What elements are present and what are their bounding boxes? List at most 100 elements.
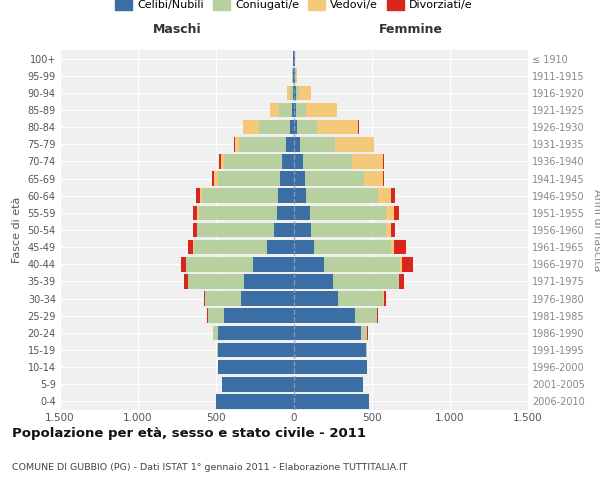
Bar xyxy=(241,292,294,306)
Bar xyxy=(197,222,274,238)
Bar xyxy=(218,360,294,374)
Bar xyxy=(294,326,361,340)
Bar xyxy=(274,222,294,238)
Bar xyxy=(218,172,280,186)
Bar xyxy=(286,137,294,152)
Bar xyxy=(184,274,188,288)
Bar xyxy=(383,172,385,186)
Bar xyxy=(314,240,391,254)
Bar xyxy=(239,137,286,152)
Bar xyxy=(193,240,194,254)
Bar xyxy=(293,86,294,100)
Bar xyxy=(224,308,294,323)
Bar xyxy=(181,257,186,272)
Bar xyxy=(202,188,278,203)
Bar xyxy=(386,222,391,238)
Bar xyxy=(294,154,304,168)
Bar xyxy=(317,120,358,134)
Bar xyxy=(277,206,294,220)
Bar xyxy=(222,377,294,392)
Bar xyxy=(292,102,294,118)
Bar xyxy=(294,292,338,306)
Bar xyxy=(294,360,367,374)
Bar xyxy=(187,257,253,272)
Bar xyxy=(323,257,400,272)
Bar xyxy=(377,308,378,323)
Bar xyxy=(242,120,244,134)
Bar xyxy=(205,292,241,306)
Bar xyxy=(244,274,294,288)
Bar xyxy=(253,257,294,272)
Bar xyxy=(297,120,317,134)
Bar xyxy=(311,222,386,238)
Bar xyxy=(294,86,296,100)
Bar xyxy=(366,342,367,357)
Bar xyxy=(383,154,385,168)
Bar xyxy=(293,52,294,66)
Y-axis label: Anni di nascita: Anni di nascita xyxy=(592,188,600,271)
Bar xyxy=(294,342,366,357)
Bar xyxy=(364,172,383,186)
Bar xyxy=(234,137,235,152)
Text: Femmine: Femmine xyxy=(379,24,443,36)
Legend: Celibi/Nubili, Coniugati/e, Vedovi/e, Divorziati/e: Celibi/Nubili, Coniugati/e, Vedovi/e, Di… xyxy=(111,0,477,14)
Bar xyxy=(235,137,239,152)
Bar xyxy=(193,206,197,220)
Bar xyxy=(292,68,293,83)
Bar xyxy=(394,240,406,254)
Bar xyxy=(299,86,311,100)
Bar xyxy=(188,240,193,254)
Bar xyxy=(294,257,323,272)
Bar xyxy=(281,154,294,168)
Bar xyxy=(304,154,352,168)
Bar xyxy=(294,394,369,408)
Bar xyxy=(217,342,218,357)
Bar xyxy=(401,257,413,272)
Bar xyxy=(216,394,294,408)
Bar xyxy=(212,172,214,186)
Bar xyxy=(306,102,337,118)
Bar xyxy=(391,222,395,238)
Bar xyxy=(361,326,367,340)
Bar xyxy=(294,222,311,238)
Bar xyxy=(391,188,395,203)
Bar xyxy=(203,292,205,306)
Bar xyxy=(208,308,224,323)
Bar xyxy=(394,206,398,220)
Bar xyxy=(193,222,197,238)
Bar xyxy=(196,188,200,203)
Bar xyxy=(296,68,297,83)
Bar xyxy=(294,188,307,203)
Bar xyxy=(386,206,394,220)
Bar xyxy=(294,377,362,392)
Bar xyxy=(218,326,294,340)
Bar xyxy=(244,120,259,134)
Bar xyxy=(197,206,199,220)
Text: COMUNE DI GUBBIO (PG) - Dati ISTAT 1° gennaio 2011 - Elaborazione TUTTITALIA.IT: COMUNE DI GUBBIO (PG) - Dati ISTAT 1° ge… xyxy=(12,462,407,471)
Bar xyxy=(355,308,377,323)
Bar xyxy=(194,240,268,254)
Bar xyxy=(224,154,281,168)
Bar xyxy=(294,240,314,254)
Bar xyxy=(294,120,297,134)
Bar xyxy=(188,274,244,288)
Bar xyxy=(221,154,224,168)
Bar xyxy=(358,120,359,134)
Bar xyxy=(280,172,294,186)
Bar xyxy=(400,257,401,272)
Bar xyxy=(294,172,305,186)
Bar xyxy=(268,240,294,254)
Bar xyxy=(214,172,218,186)
Bar xyxy=(391,240,394,254)
Bar xyxy=(294,308,355,323)
Bar xyxy=(290,86,293,100)
Bar xyxy=(335,137,374,152)
Bar xyxy=(398,274,400,288)
Bar xyxy=(296,102,306,118)
Bar xyxy=(300,137,335,152)
Bar xyxy=(290,120,294,134)
Bar xyxy=(294,52,295,66)
Bar xyxy=(218,342,294,357)
Bar xyxy=(294,137,300,152)
Bar xyxy=(307,188,378,203)
